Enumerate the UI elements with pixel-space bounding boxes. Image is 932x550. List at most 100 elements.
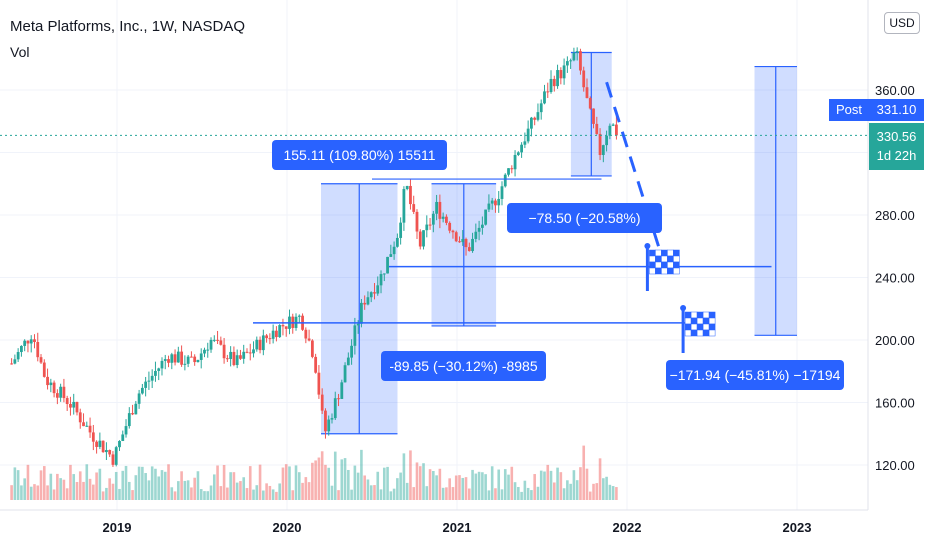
volume-bar: [556, 467, 559, 500]
candle-body: [16, 352, 20, 360]
volume-bar: [324, 464, 327, 500]
volume-bar: [435, 475, 438, 500]
volume-bar: [49, 473, 53, 500]
candle-body: [494, 200, 497, 206]
volume-bar: [330, 485, 334, 500]
volume-bar: [438, 468, 442, 500]
candle-body: [585, 87, 589, 99]
volume-bar: [598, 458, 602, 500]
candle-body: [196, 359, 200, 363]
measure-label-rise-2020[interactable]: 155.11 (109.80%) 15511: [272, 140, 447, 170]
candle-body: [392, 246, 396, 255]
candle-body: [307, 338, 311, 341]
current-price-badge: 330.56 1d 22h: [869, 123, 924, 170]
candle-body: [559, 70, 563, 79]
volume-bar: [582, 445, 586, 500]
candle-body: [304, 329, 308, 339]
volume-bar: [131, 490, 134, 500]
volume-bar: [432, 470, 435, 500]
volume-bar: [245, 488, 249, 500]
candle-body: [39, 357, 43, 363]
candle-body: [275, 330, 278, 338]
candle-body: [611, 124, 615, 126]
measure-label-target-drop[interactable]: −171.94 (−45.81%) −17194: [666, 360, 844, 390]
candle-body: [183, 363, 187, 365]
candle-body: [219, 340, 223, 345]
volume-bar: [405, 482, 409, 500]
volume-bar: [363, 475, 366, 500]
candle-body: [29, 339, 33, 344]
candle-body: [546, 91, 550, 93]
volume-bar: [494, 488, 497, 500]
bar-countdown: 1d 22h: [876, 148, 917, 163]
volume-bar: [412, 487, 416, 500]
volume-bar: [569, 483, 572, 500]
candle-body: [500, 186, 504, 199]
volume-bar: [216, 465, 219, 500]
volume-bar: [154, 468, 157, 500]
volume-bar: [409, 450, 412, 500]
volume-bar: [147, 480, 151, 500]
candle-body: [232, 351, 236, 366]
volume-label: Vol: [10, 44, 30, 60]
volume-bar: [23, 478, 26, 500]
measure-label-drop-2021[interactable]: −78.50 (−20.58%) −7850: [507, 203, 662, 256]
volume-bar: [141, 466, 144, 500]
volume-bar: [422, 463, 425, 500]
volume-bar: [235, 482, 239, 500]
volume-bar: [262, 490, 265, 500]
currency-button[interactable]: USD: [884, 12, 920, 34]
flag-cell: [673, 261, 680, 269]
time-tick-label: 2023: [783, 520, 812, 535]
volume-bar: [232, 472, 236, 500]
candle-body: [72, 401, 76, 408]
measure-label-drop-2020[interactable]: -89.85 (−30.12%) -8985: [381, 351, 546, 381]
volume-bar: [477, 471, 481, 500]
candle-body: [467, 247, 471, 252]
volume-bar: [474, 473, 478, 500]
candle-body: [445, 216, 448, 223]
volume-bar: [127, 481, 131, 500]
volume-bar: [307, 482, 311, 500]
candle-body: [121, 434, 125, 441]
candle-body: [193, 356, 197, 363]
candle-body: [412, 204, 416, 212]
candle-body: [49, 382, 53, 386]
candle-body: [402, 189, 406, 223]
flag-cell: [667, 267, 674, 275]
candle-body: [556, 70, 559, 87]
candle-body: [69, 403, 72, 408]
volume-bar: [226, 487, 229, 500]
flag-cell: [708, 323, 716, 331]
candle-body: [65, 398, 69, 404]
volume-bar: [65, 488, 69, 500]
candle-body: [170, 354, 174, 363]
flag-cell: [661, 255, 668, 263]
volume-bar: [490, 466, 494, 500]
volume-bar: [56, 473, 59, 500]
volume-bar: [317, 457, 321, 500]
candle-body: [235, 355, 239, 366]
candle-body: [454, 232, 458, 242]
candle-body: [190, 356, 193, 358]
volume-bar: [510, 466, 514, 500]
candle-body: [575, 51, 579, 53]
candle-body: [98, 440, 102, 447]
volume-bar: [275, 491, 278, 500]
candle-body: [140, 387, 144, 394]
volume-bar: [170, 487, 174, 500]
candle-body: [395, 237, 399, 247]
candle-body: [376, 285, 380, 294]
volume-bar: [500, 489, 504, 500]
volume-bar: [481, 472, 484, 500]
volume-bar: [566, 480, 569, 500]
volume-bar: [20, 485, 23, 500]
volume-bar: [196, 471, 200, 500]
candle-body: [209, 339, 213, 350]
volume-bar: [88, 478, 92, 500]
volume-bar: [301, 482, 304, 500]
volume-bar: [320, 451, 324, 500]
candle-body: [333, 398, 337, 419]
candle-body: [137, 393, 141, 404]
